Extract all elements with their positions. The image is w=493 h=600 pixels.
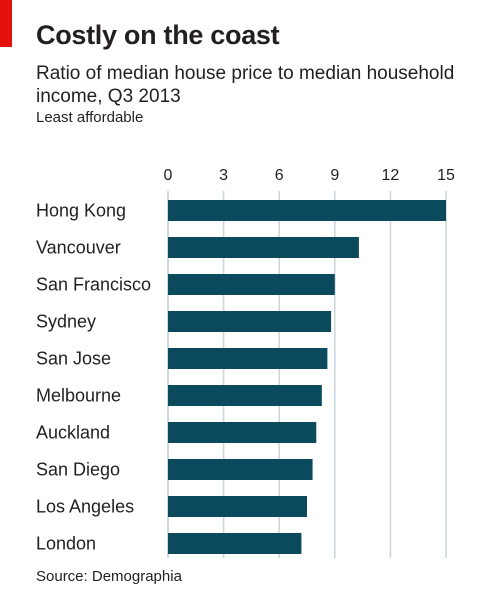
- x-tick-label: 12: [382, 167, 400, 184]
- bar: [168, 237, 359, 258]
- category-label: Vancouver: [36, 238, 121, 258]
- brand-tag: [0, 0, 12, 47]
- bar: [168, 385, 322, 406]
- bar: [168, 422, 317, 443]
- bars: [168, 200, 446, 554]
- bar: [168, 348, 328, 369]
- category-label: Hong Kong: [36, 201, 126, 221]
- x-tick-label: 9: [330, 167, 339, 184]
- chart-note: Least affordable: [36, 109, 144, 126]
- x-tick-label: 3: [219, 167, 228, 184]
- bar: [168, 274, 335, 295]
- category-label: San Jose: [36, 349, 111, 369]
- chart-source: Source: Demographia: [36, 568, 182, 585]
- category-labels: Hong Kong Vancouver San Francisco Sydney San…: [36, 201, 151, 554]
- x-tick-label: 6: [275, 167, 284, 184]
- category-label: Auckland: [36, 423, 110, 443]
- bar: [168, 311, 332, 332]
- x-tick-labels: 0 3 6 9 12 15: [164, 167, 455, 184]
- bar: [168, 200, 446, 221]
- category-label: Sydney: [36, 312, 96, 332]
- category-label: Melbourne: [36, 386, 121, 406]
- chart-title: Costly on the coast: [36, 20, 280, 50]
- bar: [168, 533, 302, 554]
- category-label: San Diego: [36, 460, 120, 480]
- category-label: Los Angeles: [36, 497, 134, 517]
- x-tick-label: 15: [437, 167, 455, 184]
- chart-subtitle: Ratio of median house price to median ho…: [36, 63, 455, 107]
- x-tick-label: 0: [164, 167, 173, 184]
- bar: [168, 496, 307, 517]
- category-label: San Francisco: [36, 275, 151, 295]
- bar: [168, 459, 313, 480]
- category-label: London: [36, 534, 96, 554]
